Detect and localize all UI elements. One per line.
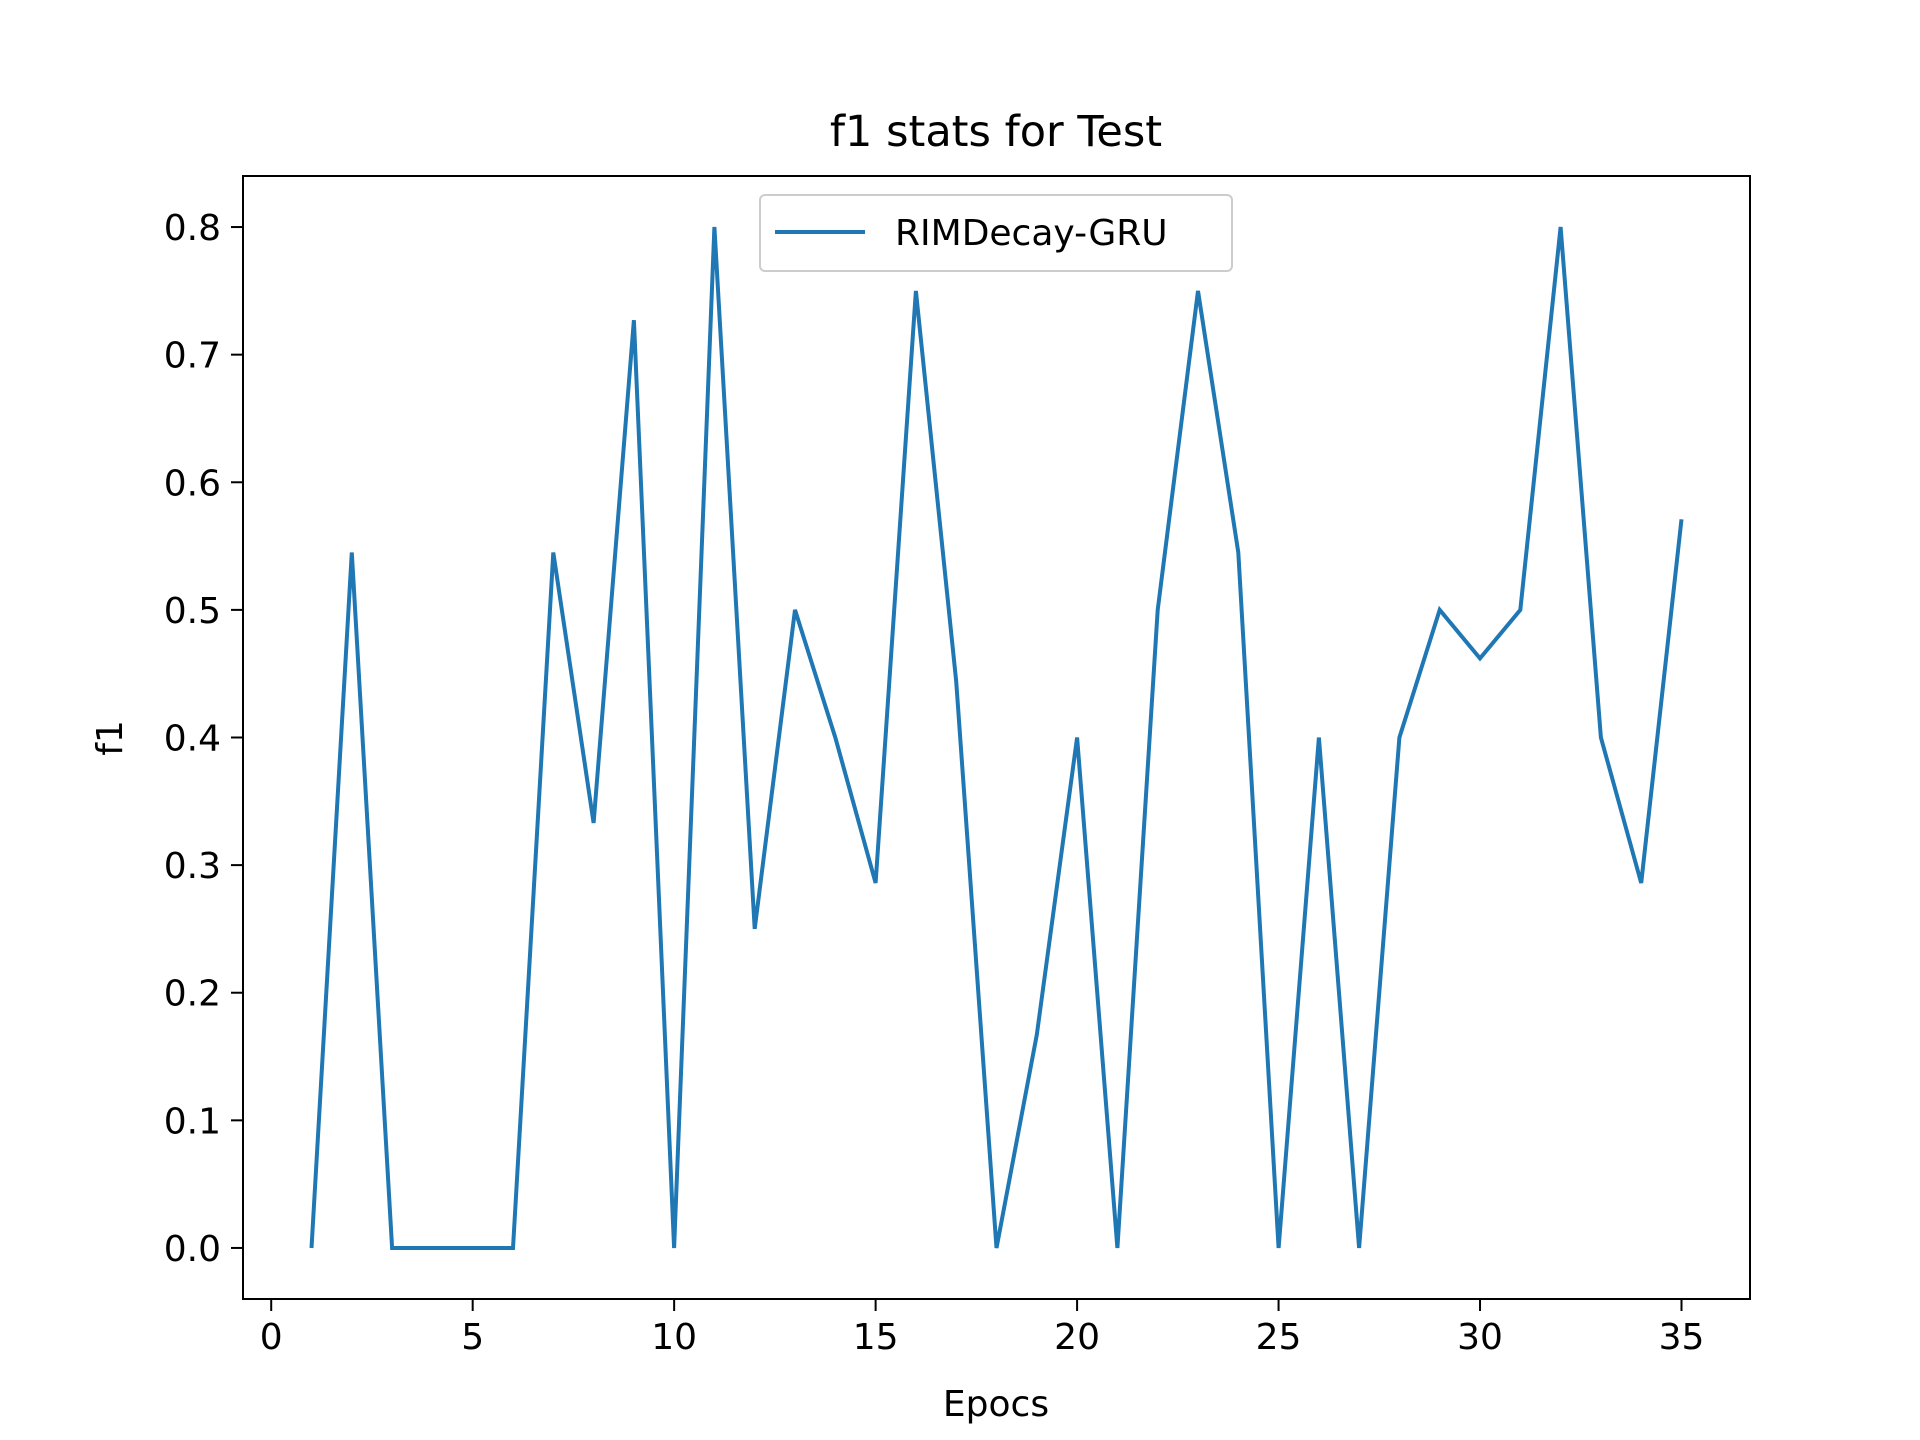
y-tick-label: 0.0 xyxy=(164,1229,221,1270)
y-tick-label: 0.7 xyxy=(164,336,221,377)
y-tick-label: 0.2 xyxy=(164,974,221,1015)
y-tick-label: 0.6 xyxy=(164,463,221,504)
legend: RIMDecay-GRU xyxy=(759,194,1233,272)
x-tick-label: 15 xyxy=(853,1317,899,1358)
y-axis-label: f1 xyxy=(90,720,131,756)
x-tick-label: 25 xyxy=(1256,1317,1302,1358)
plot-layer xyxy=(309,226,1684,1250)
y-tick-label: 0.4 xyxy=(164,719,221,760)
x-tick-label: 20 xyxy=(1054,1317,1100,1358)
chart-title: f1 stats for Test xyxy=(830,107,1162,157)
x-axis-ticks: 0 5 10 15 20 25 30 35 xyxy=(260,1299,1705,1358)
x-tick-label: 5 xyxy=(461,1317,484,1358)
y-tick-label: 0.5 xyxy=(164,591,221,632)
y-axis-ticks: 0.0 0.1 0.2 0.3 0.4 0.5 0.6 0.7 0.8 xyxy=(164,208,243,1270)
x-tick-label: 30 xyxy=(1457,1317,1503,1358)
series-line-0 xyxy=(309,226,1684,1250)
y-tick-label: 0.3 xyxy=(164,846,221,887)
legend-label: RIMDecay-GRU xyxy=(895,213,1168,254)
y-tick-label: 0.1 xyxy=(164,1101,221,1142)
y-tick-label: 0.8 xyxy=(164,208,221,249)
plot-frame xyxy=(242,175,1751,1300)
x-axis-label: Epocs xyxy=(943,1384,1049,1425)
x-tick-label: 0 xyxy=(260,1317,283,1358)
x-tick-label: 35 xyxy=(1659,1317,1705,1358)
legend-box xyxy=(759,194,1233,272)
x-tick-label: 10 xyxy=(651,1317,697,1358)
